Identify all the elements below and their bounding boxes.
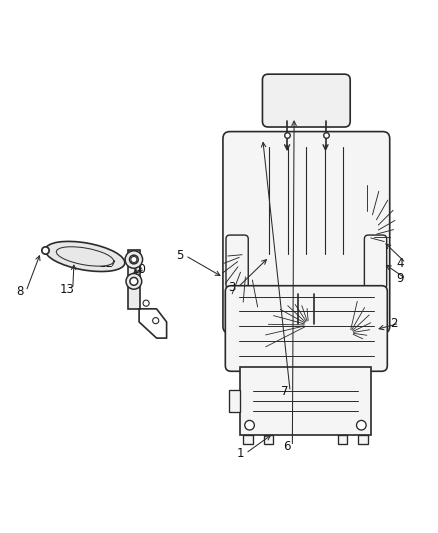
Circle shape — [130, 277, 138, 285]
Circle shape — [245, 421, 254, 430]
Text: 1: 1 — [236, 447, 244, 460]
Text: 13: 13 — [60, 282, 74, 296]
Text: 4: 4 — [396, 256, 404, 270]
Text: 11: 11 — [126, 278, 141, 292]
Bar — [229, 390, 240, 412]
Bar — [240, 367, 371, 435]
Circle shape — [143, 300, 149, 306]
Bar — [358, 435, 368, 445]
Bar — [264, 435, 273, 445]
Bar — [243, 435, 253, 445]
FancyBboxPatch shape — [262, 74, 350, 127]
Text: 9: 9 — [396, 272, 404, 285]
Circle shape — [126, 273, 142, 289]
Text: 3: 3 — [228, 281, 236, 294]
FancyBboxPatch shape — [364, 235, 387, 289]
Text: 8: 8 — [17, 285, 24, 298]
Circle shape — [357, 421, 366, 430]
Circle shape — [131, 256, 137, 263]
Bar — [128, 250, 140, 309]
Circle shape — [130, 255, 138, 264]
Text: 7: 7 — [281, 385, 288, 398]
Text: 2: 2 — [390, 317, 397, 330]
Circle shape — [125, 251, 143, 268]
Text: 6: 6 — [283, 440, 290, 453]
FancyBboxPatch shape — [223, 132, 390, 333]
Ellipse shape — [45, 241, 125, 271]
Text: 12: 12 — [99, 256, 114, 270]
FancyBboxPatch shape — [225, 286, 387, 372]
Bar — [338, 435, 347, 445]
FancyBboxPatch shape — [226, 235, 248, 289]
Ellipse shape — [57, 247, 113, 266]
Text: 10: 10 — [132, 263, 147, 276]
Circle shape — [152, 318, 159, 324]
Text: 5: 5 — [176, 249, 184, 262]
